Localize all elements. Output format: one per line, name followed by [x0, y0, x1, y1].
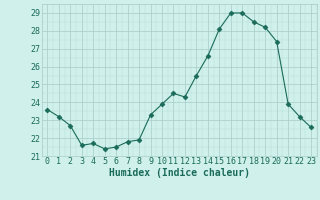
X-axis label: Humidex (Indice chaleur): Humidex (Indice chaleur) — [109, 168, 250, 178]
